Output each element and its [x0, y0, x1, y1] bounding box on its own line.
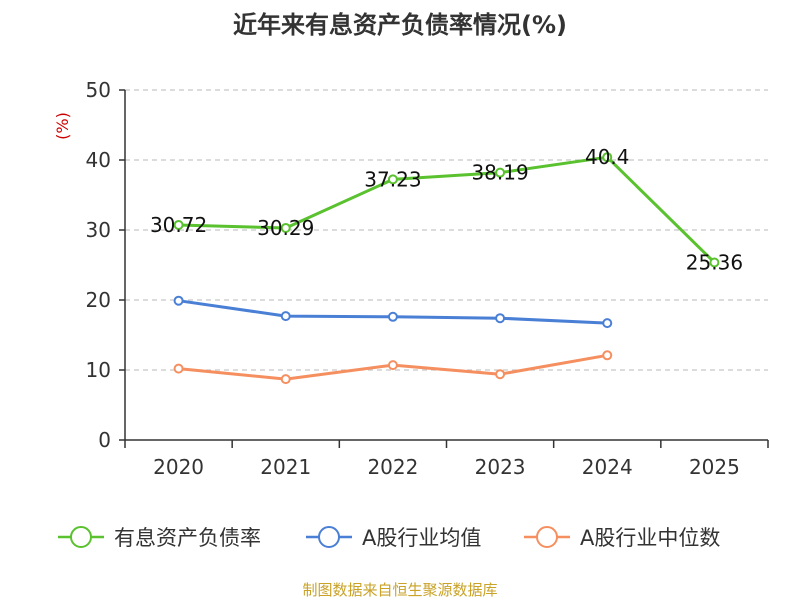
data-point[interactable] — [495, 369, 506, 380]
legend-marker — [318, 526, 340, 548]
y-axis-label: (%) — [53, 112, 72, 140]
y-tick-label: 50 — [86, 78, 111, 102]
data-point[interactable] — [709, 257, 720, 268]
data-point[interactable] — [280, 222, 291, 233]
x-tick-label: 2020 — [153, 455, 204, 479]
data-point[interactable] — [602, 318, 613, 329]
data-label: 30.72 — [150, 213, 207, 237]
data-label: 25.36 — [686, 250, 743, 274]
y-tick-label: 20 — [86, 288, 111, 312]
series-lines — [178, 155, 716, 381]
x-tick-label: 2025 — [689, 455, 740, 479]
legend-marker — [536, 526, 558, 548]
legend-label: 有息资产负债率 — [114, 526, 261, 550]
y-tick-label: 10 — [86, 358, 111, 382]
data-point[interactable] — [387, 311, 398, 322]
x-tick-labels: 2020 2021 2022 2023 2024 2025 — [153, 455, 740, 479]
legend-item[interactable]: A股行业中位数 — [524, 526, 720, 550]
data-label: 37.23 — [364, 167, 421, 191]
chart-title: 近年来有息资产负债率情况(%) — [233, 11, 567, 39]
axes — [119, 89, 769, 448]
data-labels: 30.72 30.29 37.23 38.19 40.4 25.36 — [150, 145, 743, 274]
y-tick-label: 40 — [86, 148, 111, 172]
data-label: 38.19 — [471, 161, 528, 185]
data-point[interactable] — [280, 311, 291, 322]
series-line — [178, 155, 716, 264]
x-tick-label: 2023 — [475, 455, 526, 479]
y-tick-labels: 0 10 20 30 40 50 — [86, 78, 111, 452]
legend-label: A股行业均值 — [362, 526, 481, 550]
y-tick-label: 0 — [98, 428, 111, 452]
legend-item[interactable]: A股行业均值 — [306, 526, 481, 550]
series-points — [173, 152, 720, 385]
data-point[interactable] — [495, 313, 506, 324]
data-point[interactable] — [173, 363, 184, 374]
data-point[interactable] — [173, 295, 184, 306]
x-tick-label: 2022 — [367, 455, 418, 479]
legend-marker — [70, 526, 92, 548]
source-note: 制图数据来自恒生聚源数据库 — [302, 581, 497, 599]
x-tick-label: 2021 — [260, 455, 311, 479]
x-tick-label: 2024 — [582, 455, 633, 479]
legend-item[interactable]: 有息资产负债率 — [58, 526, 261, 550]
data-point[interactable] — [387, 174, 398, 185]
y-tick-label: 30 — [86, 218, 111, 242]
data-point[interactable] — [387, 360, 398, 371]
legend-label: A股行业中位数 — [580, 526, 720, 550]
data-point[interactable] — [495, 167, 506, 178]
data-point[interactable] — [280, 374, 291, 385]
legend[interactable]: 有息资产负债率 A股行业均值 A股行业中位数 — [58, 526, 720, 550]
data-point[interactable] — [602, 152, 613, 163]
data-point[interactable] — [173, 219, 184, 230]
grid-lines — [125, 89, 768, 371]
data-point[interactable] — [602, 350, 613, 361]
data-label: 40.4 — [585, 145, 630, 169]
data-label: 30.29 — [257, 216, 314, 240]
